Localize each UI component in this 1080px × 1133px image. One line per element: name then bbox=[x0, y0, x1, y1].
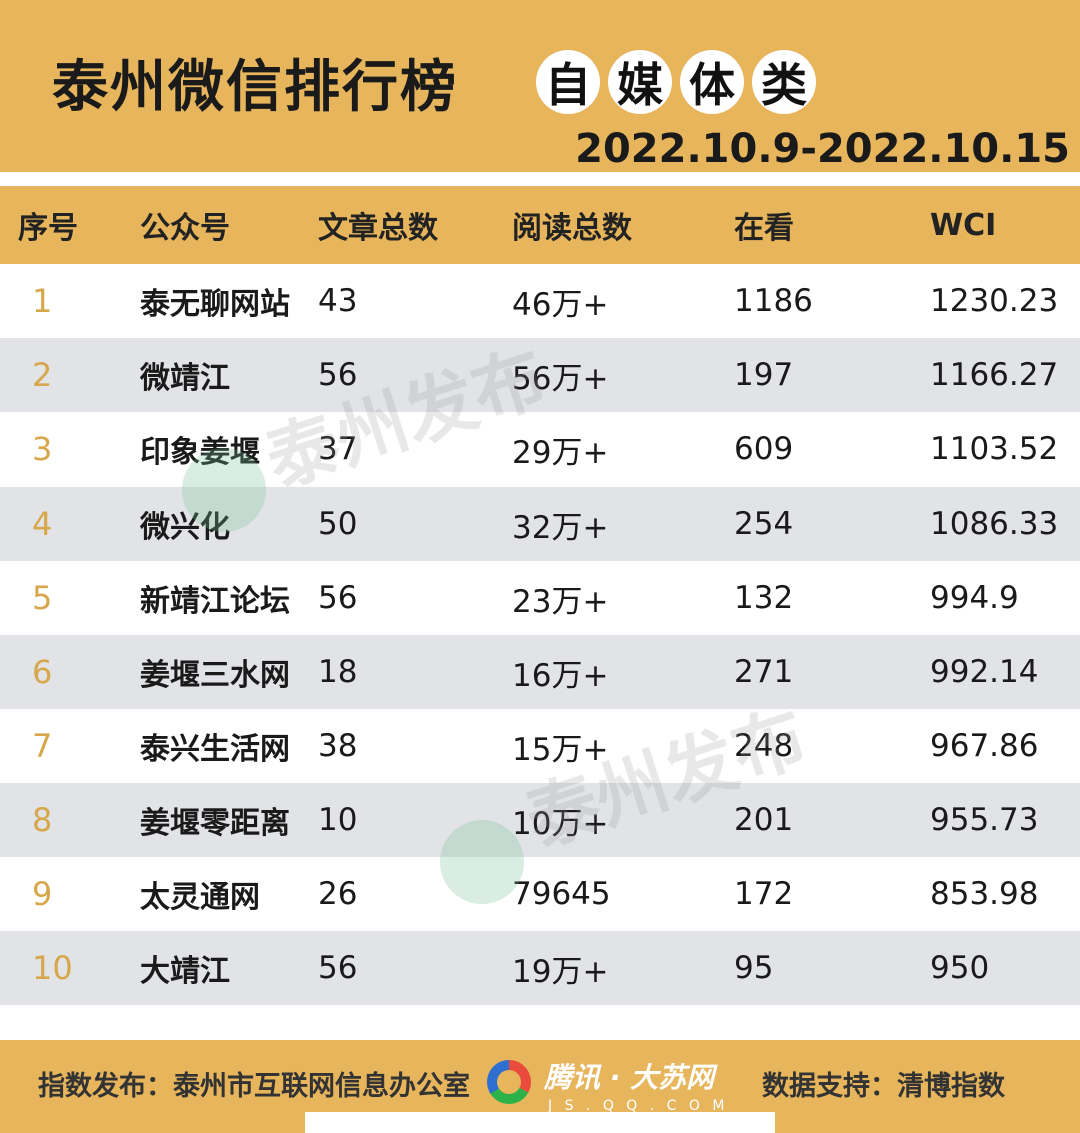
articles-cell: 56 bbox=[318, 357, 358, 393]
wci-cell: 853.98 bbox=[930, 876, 1039, 912]
col-header-wci: WCI bbox=[930, 207, 997, 243]
table-row: 3 印象姜堰 37 29万+ 609 1103.52 bbox=[0, 412, 1080, 486]
table-header: 序号 公众号 文章总数 阅读总数 在看 WCI bbox=[0, 186, 1080, 264]
reads-cell: 23万+ bbox=[512, 583, 609, 620]
watching-cell: 1186 bbox=[734, 283, 813, 319]
reads-cell: 32万+ bbox=[512, 509, 609, 546]
articles-cell: 10 bbox=[318, 802, 358, 838]
watching-cell: 271 bbox=[734, 654, 794, 690]
table-row: 5 新靖江论坛 56 23万+ 132 994.9 bbox=[0, 561, 1080, 635]
articles-cell: 56 bbox=[318, 950, 358, 986]
articles-cell: 37 bbox=[318, 431, 358, 467]
account-name-cell: 太灵通网 bbox=[140, 880, 260, 915]
articles-cell: 56 bbox=[318, 580, 358, 616]
articles-cell: 50 bbox=[318, 506, 358, 542]
rank-cell: 9 bbox=[32, 875, 53, 913]
table-row: 10 大靖江 56 19万+ 95 950 bbox=[0, 931, 1080, 1005]
watching-cell: 172 bbox=[734, 876, 794, 912]
wci-cell: 955.73 bbox=[930, 802, 1039, 838]
reads-cell: 10万+ bbox=[512, 805, 609, 842]
table-row: 4 微兴化 50 32万+ 254 1086.33 bbox=[0, 487, 1080, 561]
logo-domain: J S . Q Q . C O M bbox=[548, 1098, 729, 1114]
account-name-cell: 印象姜堰 bbox=[140, 435, 260, 470]
reads-cell: 29万+ bbox=[512, 434, 609, 471]
account-name-cell: 微兴化 bbox=[140, 510, 230, 545]
watching-cell: 254 bbox=[734, 506, 794, 542]
articles-cell: 43 bbox=[318, 283, 358, 319]
header-banner: 泰州微信排行榜 自 媒 体 类 2022.10.9-2022.10.15 bbox=[0, 0, 1080, 172]
badge-char: 媒 bbox=[608, 50, 672, 114]
tencent-logo-icon bbox=[487, 1060, 531, 1104]
table-row: 8 姜堰零距离 10 10万+ 201 955.73 bbox=[0, 783, 1080, 857]
bottom-strip bbox=[305, 1112, 775, 1133]
badge-char: 类 bbox=[752, 50, 816, 114]
watching-cell: 609 bbox=[734, 431, 794, 467]
wci-cell: 967.86 bbox=[930, 728, 1039, 764]
reads-cell: 16万+ bbox=[512, 657, 609, 694]
col-header-account: 公众号 bbox=[140, 211, 230, 246]
table-row: 6 姜堰三水网 18 16万+ 271 992.14 bbox=[0, 635, 1080, 709]
reads-cell: 19万+ bbox=[512, 953, 609, 990]
data-support-text: 数据支持：清博指数 bbox=[762, 1071, 1005, 1102]
table-row: 9 太灵通网 26 79645 172 853.98 bbox=[0, 857, 1080, 931]
account-name-cell: 新靖江论坛 bbox=[140, 584, 290, 619]
table-row: 1 泰无聊网站 43 46万+ 1186 1230.23 bbox=[0, 264, 1080, 338]
page-title: 泰州微信排行榜 bbox=[52, 55, 458, 120]
account-name-cell: 泰无聊网站 bbox=[140, 287, 290, 322]
rank-cell: 2 bbox=[32, 356, 53, 394]
col-header-rank: 序号 bbox=[18, 211, 78, 246]
wci-cell: 992.14 bbox=[930, 654, 1039, 690]
account-name-cell: 姜堰三水网 bbox=[140, 658, 290, 693]
rank-cell: 7 bbox=[32, 727, 53, 765]
watching-cell: 248 bbox=[734, 728, 794, 764]
publisher-text: 指数发布：泰州市互联网信息办公室 bbox=[38, 1071, 470, 1102]
wci-cell: 950 bbox=[930, 950, 990, 986]
rank-cell: 8 bbox=[32, 801, 53, 839]
table-row: 7 泰兴生活网 38 15万+ 248 967.86 bbox=[0, 709, 1080, 783]
logo-name: 腾讯 · 大苏网 bbox=[544, 1061, 715, 1094]
reads-cell: 15万+ bbox=[512, 731, 609, 768]
wci-cell: 994.9 bbox=[930, 580, 1019, 616]
rank-cell: 1 bbox=[32, 282, 53, 320]
date-range: 2022.10.9-2022.10.15 bbox=[575, 126, 1070, 172]
wci-cell: 1166.27 bbox=[930, 357, 1059, 393]
wci-cell: 1103.52 bbox=[930, 431, 1059, 467]
wci-cell: 1086.33 bbox=[930, 506, 1059, 542]
rank-cell: 10 bbox=[32, 949, 73, 987]
category-badges: 自 媒 体 类 bbox=[536, 50, 816, 114]
badge-char: 自 bbox=[536, 50, 600, 114]
reads-cell: 56万+ bbox=[512, 360, 609, 397]
rank-cell: 5 bbox=[32, 579, 53, 617]
reads-cell: 79645 bbox=[512, 876, 611, 912]
watching-cell: 132 bbox=[734, 580, 794, 616]
table-row: 2 微靖江 56 56万+ 197 1166.27 bbox=[0, 338, 1080, 412]
account-name-cell: 姜堰零距离 bbox=[140, 806, 290, 841]
account-name-cell: 大靖江 bbox=[140, 954, 230, 989]
rank-cell: 4 bbox=[32, 505, 53, 543]
rank-cell: 3 bbox=[32, 430, 53, 468]
badge-char: 体 bbox=[680, 50, 744, 114]
col-header-watching: 在看 bbox=[734, 211, 794, 246]
articles-cell: 18 bbox=[318, 654, 358, 690]
watching-cell: 201 bbox=[734, 802, 794, 838]
articles-cell: 26 bbox=[318, 876, 358, 912]
col-header-articles: 文章总数 bbox=[318, 211, 438, 246]
rank-cell: 6 bbox=[32, 653, 53, 691]
reads-cell: 46万+ bbox=[512, 286, 609, 323]
watching-cell: 95 bbox=[734, 950, 774, 986]
articles-cell: 38 bbox=[318, 728, 358, 764]
watching-cell: 197 bbox=[734, 357, 794, 393]
account-name-cell: 微靖江 bbox=[140, 361, 230, 396]
col-header-reads: 阅读总数 bbox=[512, 211, 632, 246]
account-name-cell: 泰兴生活网 bbox=[140, 732, 290, 767]
wci-cell: 1230.23 bbox=[930, 283, 1059, 319]
